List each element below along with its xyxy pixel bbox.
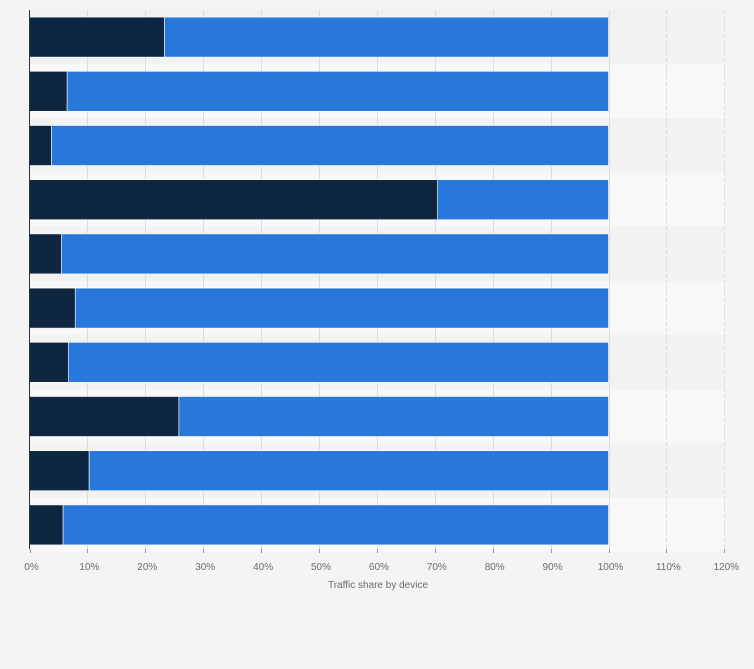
- bar-segment-series-2: [62, 504, 609, 546]
- x-tick-label: 100%: [598, 562, 624, 573]
- bar-segment-series-1: [29, 341, 69, 383]
- bar-segment-series-1: [29, 450, 90, 492]
- bar-segment-series-2: [178, 396, 609, 437]
- bar-segment-series-2: [164, 16, 609, 58]
- bar-segment-series-1: [29, 287, 76, 329]
- x-tick-label: 0%: [24, 562, 39, 573]
- bar-segment-series-1: [29, 179, 438, 220]
- bar-segment-series-1: [29, 233, 62, 275]
- bar-segment-series-2: [437, 179, 609, 220]
- bar-segment-series-1: [29, 504, 64, 546]
- bars: [29, 16, 609, 546]
- bar-segment-series-2: [74, 287, 609, 329]
- bar-segment-series-1: [29, 396, 180, 437]
- x-tick-label: 120%: [714, 562, 740, 573]
- x-tick-label: 20%: [137, 562, 157, 573]
- x-tick-label: 70%: [427, 562, 447, 573]
- x-tick-label: 10%: [79, 562, 99, 573]
- bar-segment-series-2: [66, 71, 609, 112]
- x-axis-title: Traffic share by device: [328, 580, 428, 591]
- bar-segment-series-2: [88, 450, 609, 492]
- bar-segment-series-2: [67, 341, 609, 383]
- bar-segment-series-1: [29, 71, 68, 112]
- x-tick-label: 30%: [195, 562, 215, 573]
- x-tick-label: 110%: [656, 562, 681, 573]
- bar-segment-series-2: [61, 233, 609, 275]
- x-axis-ticks: 0% 10% 20% 30% 40% 50% 60% 70% 80% 90% 100% 110% 120…: [24, 549, 739, 573]
- x-tick-label: 50%: [311, 562, 331, 573]
- bar-segment-series-1: [29, 125, 52, 166]
- bar-segment-series-1: [29, 16, 165, 58]
- x-tick-label: 40%: [253, 562, 273, 573]
- x-tick-label: 60%: [369, 562, 389, 573]
- bar-segment-series-2: [51, 125, 609, 166]
- x-tick-label: 90%: [543, 562, 563, 573]
- x-tick-label: 80%: [485, 562, 505, 573]
